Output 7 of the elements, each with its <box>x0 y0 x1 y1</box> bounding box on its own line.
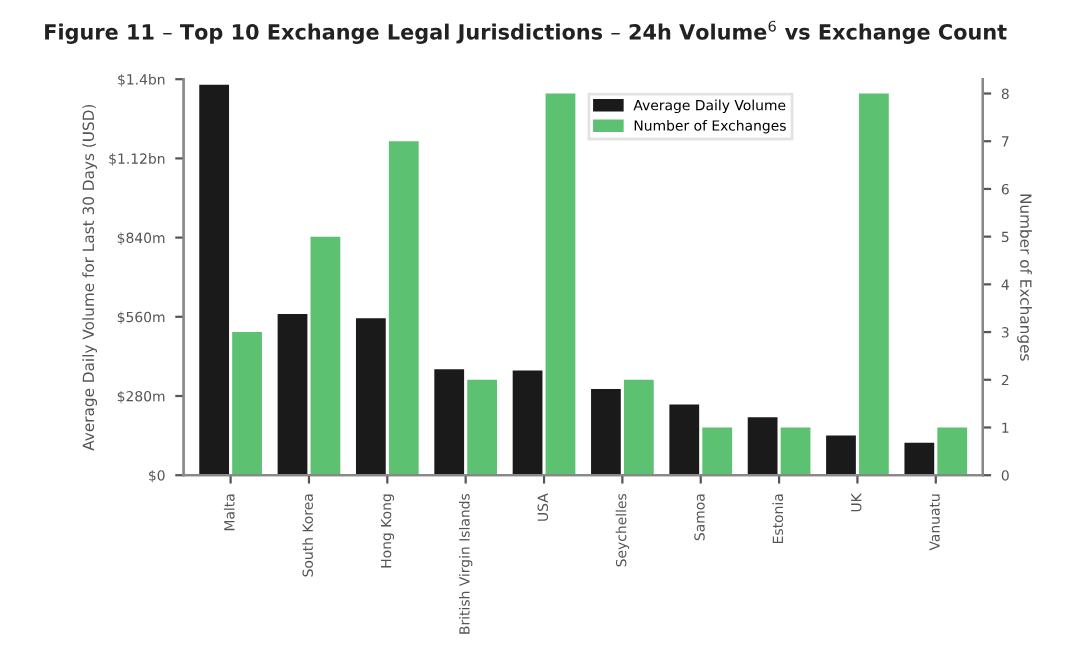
chart-title: Figure 11 – Top 10 Exchange Legal Jurisdictions – 24h Volume$^{6}$ vs Exchange Count <box>45 20 1007 44</box>
bar <box>859 93 889 476</box>
bar <box>388 141 419 476</box>
bar <box>199 84 230 476</box>
bar <box>826 435 856 476</box>
bar <box>512 370 543 476</box>
bar <box>545 93 576 476</box>
